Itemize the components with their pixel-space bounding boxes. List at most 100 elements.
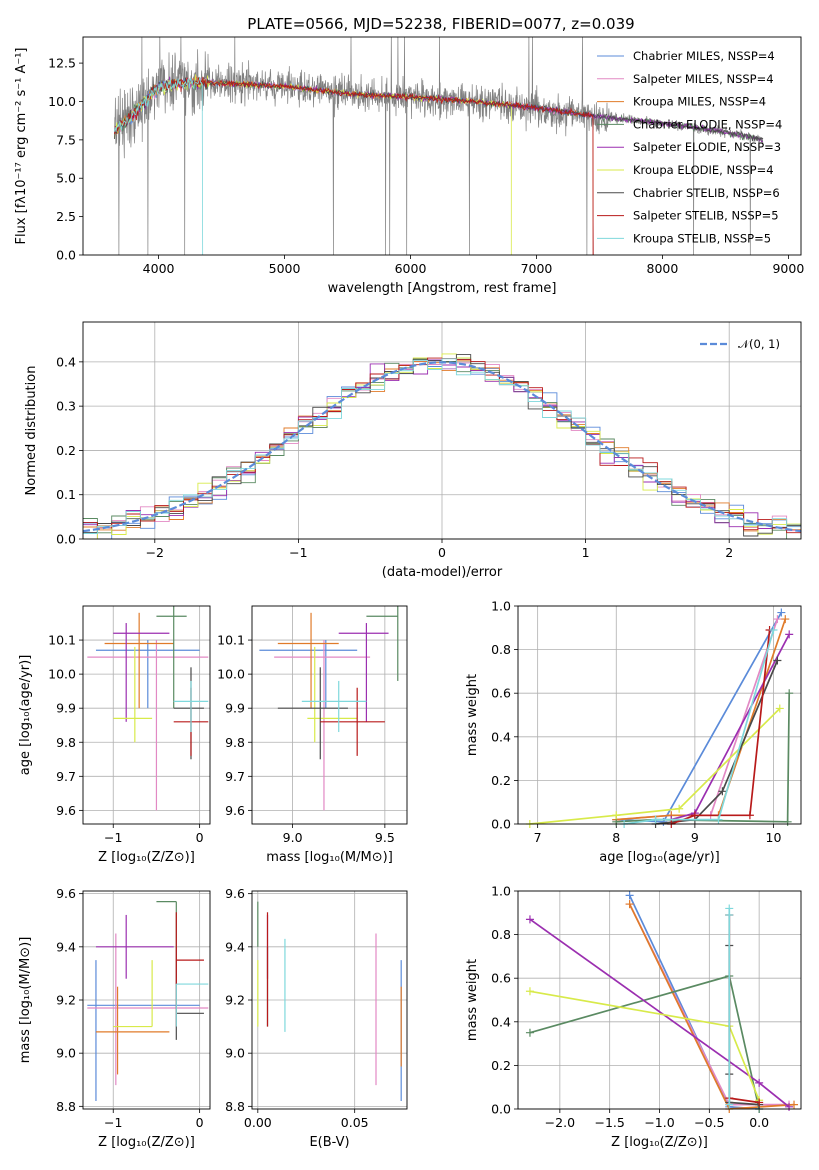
residuals-xtick-label: 2	[725, 545, 733, 560]
legend-entry: Kroupa ELODIE, NSSP=4	[633, 163, 774, 177]
spectrum-ytick-label: 12.5	[48, 56, 76, 71]
massweight-vs-Z-xtick-label: −1.5	[594, 1115, 624, 1130]
mass-weight-line	[529, 974, 760, 1109]
mass-vs-EBV-xlabel: E(B-V)	[309, 1135, 349, 1150]
spectrum-ytick-label: 2.5	[56, 209, 76, 224]
residuals-ytick-label: 0.2	[56, 443, 76, 458]
age-vs-Z-ylabel: age [log₁₀(age/yr)]	[18, 655, 33, 776]
mass-weight-line	[628, 903, 795, 1109]
massweight-vs-Z-xtick-label: −0.5	[694, 1115, 724, 1130]
massweight-vs-Z-ytick-label: 0.4	[491, 1014, 511, 1029]
massweight-vs-age-xtick-label: 9	[691, 830, 699, 845]
mass-vs-Z-axes	[79, 891, 210, 1113]
massweight-vs-age-frame	[517, 605, 802, 825]
mass-weight-marker	[675, 804, 684, 813]
legend-entry: Chabrier ELODIE, NSSP=4	[633, 117, 782, 131]
residuals-xtick-label: 0	[438, 545, 446, 560]
mass-vs-Z-ytick-label: 9.6	[56, 886, 76, 901]
age-vs-mass-ytick-label: 9.6	[225, 803, 245, 818]
mass-weight-marker	[775, 704, 784, 713]
mass-weight-marker	[781, 615, 790, 624]
mass-vs-Z-ytick-label: 9.4	[56, 939, 76, 954]
spectrum-xtick-label: 8000	[647, 261, 679, 276]
mass-weight-marker	[725, 910, 734, 919]
age-vs-mass-xtick-label: 9.5	[375, 830, 395, 845]
legend-entry: Salpeter STELIB, NSSP=5	[633, 209, 779, 223]
mass-weight-marker	[745, 811, 754, 820]
age-vs-Z-xtick-label: 0	[196, 830, 204, 845]
legend-entry: Salpeter ELODIE, NSSP=3	[633, 140, 781, 154]
spectrum-xtick-label: 6000	[395, 261, 427, 276]
mass-weight-marker	[755, 1098, 764, 1107]
mass-vs-EBV-ytick-label: 9.6	[225, 886, 245, 901]
age-vs-Z-ytick-label: 9.6	[56, 803, 76, 818]
mass-weight-marker	[783, 817, 792, 826]
age-vs-Z-ytick-label: 10.0	[48, 667, 76, 682]
residuals-axes	[79, 322, 801, 543]
mass-weight-marker	[718, 787, 727, 796]
spectrum-ylabel: Flux [fλ10⁻¹⁷ erg cm⁻² s⁻¹ A⁻¹]	[14, 48, 29, 245]
massweight-vs-age-axes	[514, 605, 801, 828]
age-vs-Z-xtick-label: −1	[104, 830, 122, 845]
massweight-vs-Z-ytick-label: 0.0	[491, 1102, 511, 1117]
age-vs-mass-ytick-label: 9.9	[225, 701, 245, 716]
mass-weight-marker	[612, 811, 621, 820]
mass-weight-marker	[525, 915, 534, 924]
age-vs-mass-xlabel: mass [log₁₀(M/M⊙)]	[266, 850, 393, 865]
mass-weight-marker	[785, 630, 794, 639]
mass-weight-marker	[785, 1102, 794, 1111]
mass-weight-marker	[769, 625, 778, 634]
residuals-ylabel: Normed distribution	[24, 366, 39, 496]
mass-vs-EBV-ytick-label: 9.2	[225, 993, 245, 1008]
massweight-vs-age-ytick-label: 0.8	[491, 642, 511, 657]
residual-histogram	[83, 358, 801, 534]
massweight-vs-age-ytick-label: 0.6	[491, 686, 511, 701]
mass-weight-marker	[777, 608, 786, 617]
residuals-xlabel: (data-model)/error	[382, 565, 503, 580]
model-spectrum-line	[114, 76, 204, 255]
massweight-vs-age-ylabel: mass weight	[465, 674, 480, 756]
spectrum-xtick-label: 4000	[143, 261, 175, 276]
age-vs-mass-ytick-label: 9.7	[225, 769, 245, 784]
age-vs-Z-xlabel: Z [log₁₀(Z/Z⊙)]	[98, 850, 195, 865]
massweight-vs-age-xtick-label: 8	[612, 830, 620, 845]
legend-entry: Kroupa MILES, NSSP=4	[633, 95, 766, 109]
legend-entry: Kroupa STELIB, NSSP=5	[633, 231, 771, 245]
massweight-vs-age-ytick-label: 1.0	[491, 599, 511, 614]
age-vs-mass-ytick-label: 9.8	[225, 735, 245, 750]
mass-weight-marker	[785, 689, 794, 698]
massweight-vs-Z-ytick-label: 1.0	[491, 884, 511, 899]
massweight-vs-age-xlabel: age [log₁₀(age/yr)]	[599, 850, 720, 865]
age-vs-mass-frame	[251, 605, 408, 825]
mass-weight-marker	[525, 987, 534, 996]
age-vs-Z-ytick-label: 9.9	[56, 701, 76, 716]
mass-vs-EBV-ytick-label: 9.4	[225, 939, 245, 954]
mass-vs-EBV-xtick-label: 0.00	[244, 1115, 272, 1130]
mass-vs-Z-xlabel: Z [log₁₀(Z/Z⊙)]	[98, 1135, 195, 1150]
spectrum-axes	[79, 62, 789, 259]
residuals-ytick-label: 0.4	[56, 354, 76, 369]
spectrum-ytick-label: 10.0	[48, 94, 76, 109]
mass-weight-marker	[790, 1100, 799, 1109]
mass-weight-marker	[651, 815, 660, 824]
age-vs-Z-ytick-label: 9.8	[56, 735, 76, 750]
legend-entry: Salpeter MILES, NSSP=4	[633, 72, 774, 86]
mass-vs-Z-frame	[82, 890, 211, 1110]
massweight-vs-Z-xtick-label: −1.0	[644, 1115, 674, 1130]
massweight-vs-age-ytick-label: 0.4	[491, 729, 511, 744]
residuals-ytick-label: 0.3	[56, 399, 76, 414]
mass-weight-line	[616, 612, 783, 823]
spectrum-xlabel: wavelength [Angstrom, rest frame]	[328, 281, 557, 296]
spectrum-ytick-label: 7.5	[56, 132, 76, 147]
legend-entry: Chabrier MILES, NSSP=4	[633, 49, 775, 63]
age-vs-mass-xtick-label: 9.0	[283, 830, 303, 845]
residuals-xtick-label: −1	[289, 545, 307, 560]
mass-weight-line	[628, 895, 760, 1109]
mass-weight-line	[529, 707, 781, 824]
spectrum-ytick-label: 5.0	[56, 171, 76, 186]
residuals-ytick-label: 0.0	[56, 532, 76, 547]
age-vs-Z-ytick-label: 9.7	[56, 769, 76, 784]
mass-weight-line	[623, 629, 775, 824]
massweight-vs-Z-ytick-label: 0.2	[491, 1058, 511, 1073]
mass-vs-EBV-ytick-label: 9.0	[225, 1046, 245, 1061]
